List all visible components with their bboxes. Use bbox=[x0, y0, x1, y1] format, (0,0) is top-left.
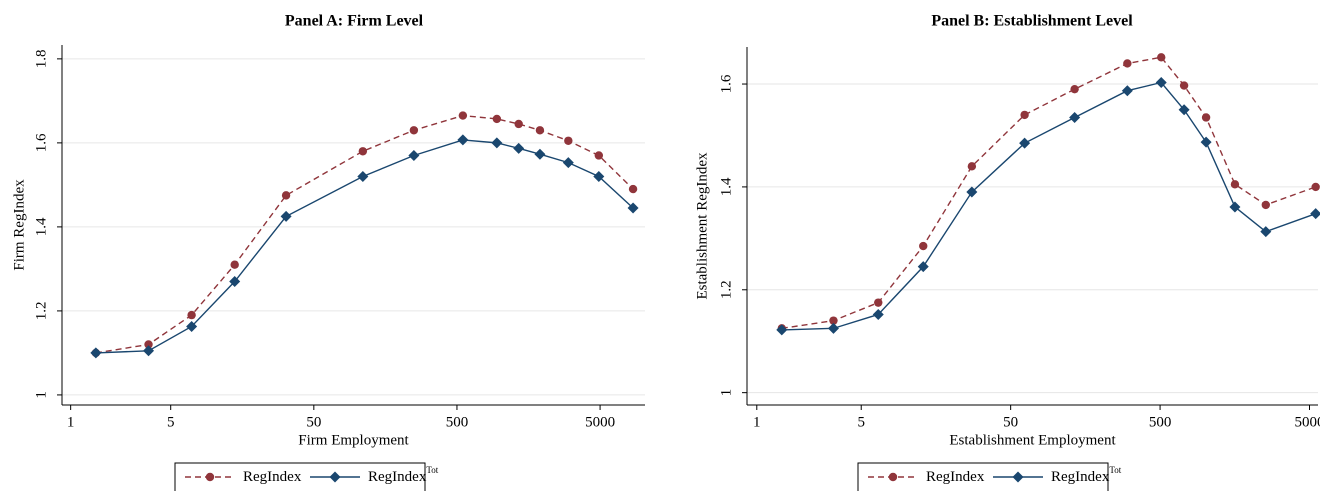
point bbox=[358, 147, 368, 156]
point bbox=[1157, 53, 1166, 62]
point bbox=[409, 126, 419, 135]
series-line bbox=[95, 139, 634, 354]
y-tick-label: 1.4 bbox=[33, 217, 49, 236]
chart-title: Panel A: Firm Level bbox=[285, 13, 424, 30]
point bbox=[1229, 201, 1241, 213]
y-tick-label: 1.2 bbox=[33, 302, 49, 321]
point bbox=[1261, 200, 1271, 210]
legend-label: RegIndex bbox=[926, 469, 985, 485]
legend-label-text: RegIndex bbox=[368, 469, 427, 485]
y-tick-label: 1.2 bbox=[718, 280, 734, 299]
point bbox=[1311, 182, 1320, 192]
point bbox=[966, 186, 978, 198]
point bbox=[827, 322, 839, 334]
legend-marker bbox=[1012, 471, 1024, 483]
point bbox=[143, 345, 155, 357]
point bbox=[919, 241, 928, 251]
point bbox=[1123, 59, 1132, 68]
x-axis-title: Establishment Employment bbox=[949, 432, 1116, 448]
legend-label: RegIndexTot bbox=[1051, 465, 1122, 485]
y-tick-label: 1 bbox=[718, 389, 734, 397]
point bbox=[458, 111, 468, 120]
point bbox=[492, 114, 502, 124]
point bbox=[872, 308, 884, 320]
legend-label-text: RegIndex bbox=[243, 469, 302, 485]
point bbox=[514, 119, 523, 129]
y-tick-label: 1.8 bbox=[33, 49, 49, 68]
point bbox=[1155, 76, 1167, 88]
point bbox=[628, 184, 638, 194]
x-tick-label: 50 bbox=[1003, 414, 1018, 430]
y-axis-title: Establishment RegIndex bbox=[694, 152, 710, 300]
series-line bbox=[781, 56, 1316, 330]
point bbox=[829, 316, 838, 325]
point bbox=[967, 162, 977, 171]
point bbox=[229, 275, 241, 287]
point bbox=[186, 320, 198, 332]
point bbox=[535, 126, 545, 135]
point bbox=[280, 210, 292, 222]
point bbox=[776, 324, 788, 336]
chart-title: Panel B: Establishment Level bbox=[931, 13, 1133, 30]
x-tick-label: 5000 bbox=[1294, 414, 1320, 430]
series-line bbox=[781, 81, 1316, 331]
point bbox=[593, 170, 605, 182]
point bbox=[1201, 113, 1211, 122]
point bbox=[1179, 81, 1189, 90]
x-tick-label: 5000 bbox=[585, 414, 615, 430]
x-tick-label: 1 bbox=[67, 414, 75, 430]
legend-marker bbox=[205, 472, 215, 482]
point bbox=[627, 202, 639, 214]
point bbox=[534, 148, 546, 160]
point bbox=[1178, 104, 1190, 116]
point bbox=[1121, 85, 1133, 97]
point bbox=[513, 142, 525, 154]
point bbox=[491, 137, 503, 149]
legend-label-text: RegIndex bbox=[1051, 469, 1110, 485]
x-tick-label: 500 bbox=[1149, 414, 1172, 430]
point bbox=[1310, 208, 1320, 220]
point bbox=[1069, 111, 1081, 123]
point bbox=[917, 261, 929, 273]
point bbox=[144, 340, 153, 349]
point bbox=[1200, 136, 1212, 148]
legend-marker bbox=[329, 471, 341, 483]
point bbox=[457, 134, 469, 146]
point bbox=[408, 149, 420, 161]
point bbox=[1070, 84, 1079, 94]
point bbox=[1230, 180, 1240, 189]
legend-marker bbox=[888, 472, 898, 482]
y-axis-title: Firm RegIndex bbox=[11, 179, 27, 271]
point bbox=[874, 298, 883, 307]
point bbox=[281, 191, 291, 200]
x-tick-label: 1 bbox=[753, 414, 761, 430]
point bbox=[230, 260, 239, 269]
point bbox=[594, 151, 604, 160]
point bbox=[1019, 137, 1031, 149]
legend-label-text: RegIndex bbox=[926, 469, 985, 485]
legend-label-superscript: Tot bbox=[426, 465, 438, 475]
point bbox=[564, 136, 573, 145]
x-tick-label: 500 bbox=[446, 414, 469, 430]
legend-label: RegIndexTot bbox=[368, 465, 439, 485]
y-tick-label: 1 bbox=[33, 391, 49, 399]
y-tick-label: 1.6 bbox=[718, 74, 734, 93]
x-axis-title: Firm Employment bbox=[298, 432, 409, 448]
point bbox=[1020, 110, 1029, 120]
y-tick-label: 1.6 bbox=[33, 133, 49, 152]
legend-label-superscript: Tot bbox=[1109, 465, 1121, 475]
point bbox=[357, 170, 369, 182]
point bbox=[187, 310, 196, 320]
y-tick-label: 1.4 bbox=[718, 177, 734, 196]
x-tick-label: 5 bbox=[857, 414, 865, 430]
point bbox=[1260, 226, 1272, 238]
legend-label: RegIndex bbox=[243, 469, 302, 485]
x-tick-label: 50 bbox=[306, 414, 321, 430]
point bbox=[90, 347, 102, 359]
x-tick-label: 5 bbox=[167, 414, 175, 430]
point bbox=[562, 157, 574, 169]
